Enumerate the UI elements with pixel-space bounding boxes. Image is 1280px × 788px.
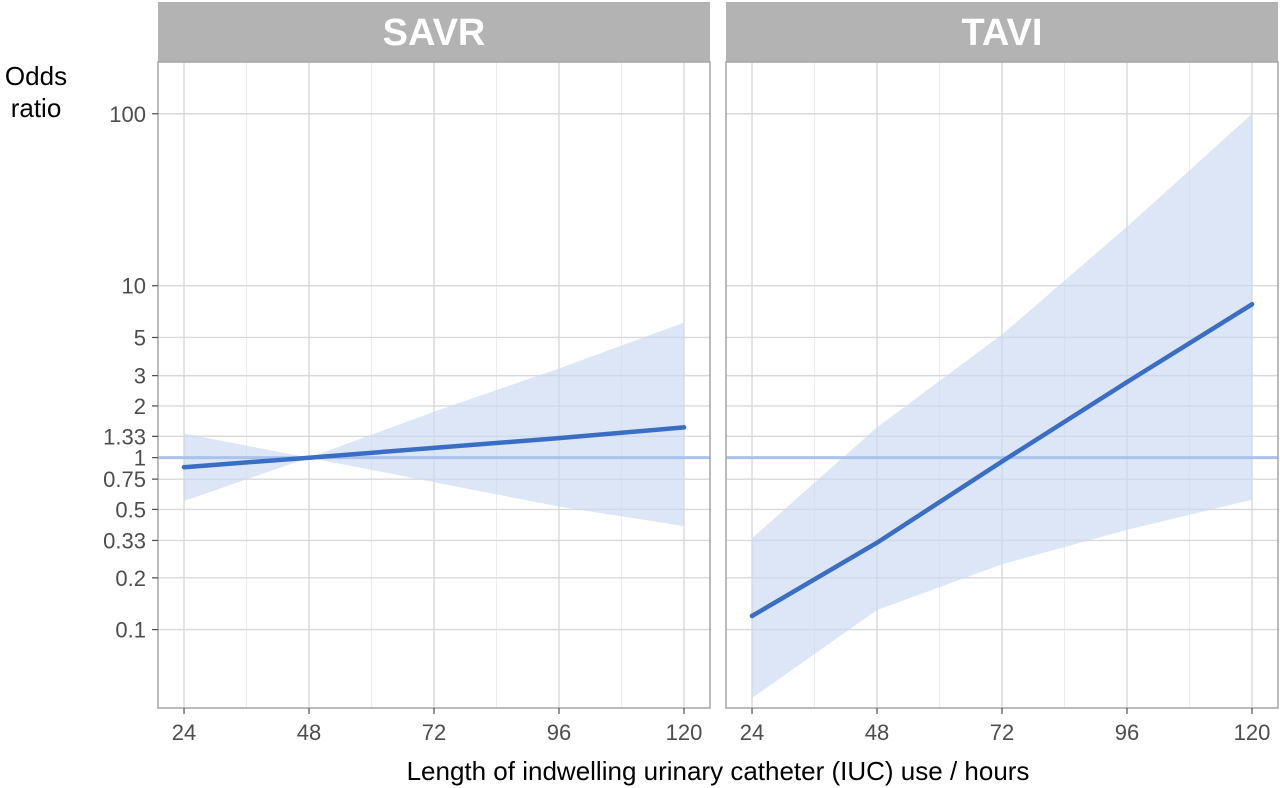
data-point: [749, 613, 755, 619]
data-point: [181, 465, 187, 470]
data-point: [1249, 302, 1255, 307]
data-point: [681, 425, 687, 430]
x-tick-label: 96: [1115, 720, 1139, 745]
panel-tavi: TAVI 24 48 72 96 120: [725, 2, 1279, 745]
y-tick-label: 0.33: [103, 528, 146, 553]
facet-label-savr: SAVR: [383, 12, 486, 54]
x-tick-label: 72: [990, 720, 1014, 745]
confidence-band-savr: [184, 322, 684, 527]
confidence-band-tavi: [752, 113, 1252, 699]
x-tick-label: 24: [172, 720, 196, 745]
facet-strip-tavi: [726, 2, 1278, 62]
y-tick-label: 5: [134, 325, 146, 350]
x-tick-label: 120: [666, 720, 703, 745]
x-tick-label: 24: [740, 720, 764, 745]
data-point: [874, 540, 880, 545]
data-point: [556, 435, 562, 441]
x-axis-title: Length of indwelling urinary catheter (I…: [407, 756, 1030, 786]
y-tick-label: 3: [134, 364, 146, 389]
data-point: [431, 445, 437, 451]
data-point: [999, 459, 1005, 464]
y-tick-label: 1: [134, 446, 146, 471]
y-axis-title-line: ratio: [11, 93, 62, 123]
data-point: [306, 455, 312, 460]
y-tick-label: 2: [134, 394, 146, 419]
panel-savr: SAVR 24 48 72 96 120: [157, 2, 711, 745]
x-tick-label: 48: [297, 720, 321, 745]
y-tick-label: 0.1: [115, 618, 146, 643]
data-point: [1124, 379, 1130, 385]
y-tick-label: 0.5: [115, 497, 146, 522]
x-tick-label: 120: [1234, 720, 1271, 745]
facet-strip-savr: [158, 2, 710, 62]
y-tick-label: 10: [122, 274, 146, 299]
x-tick-label: 72: [422, 720, 446, 745]
y-tick-label: 100: [109, 102, 146, 127]
y-tick-label: 1.33: [103, 424, 146, 449]
x-tick-label: 96: [547, 720, 571, 745]
facet-label-tavi: TAVI: [962, 12, 1043, 54]
y-axis-title-line: Odds: [5, 61, 67, 91]
y-tick-label: 0.75: [103, 467, 146, 492]
x-tick-label: 48: [865, 720, 889, 745]
y-tick-label: 0.2: [115, 566, 146, 591]
